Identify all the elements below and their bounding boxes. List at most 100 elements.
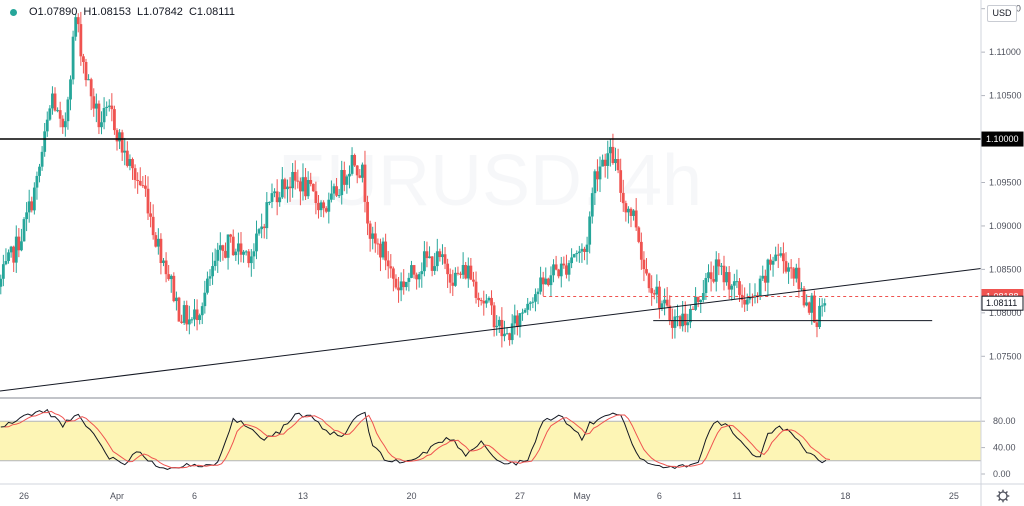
legend-low: L1.07842 [137,6,183,18]
time-tick-label: 6 [657,491,662,501]
candle-body [113,109,116,131]
candle-body [761,275,765,279]
candle-body [260,226,264,230]
candle-body [567,263,571,275]
candle-body [420,271,424,275]
candle-body [490,297,493,306]
candle-body [332,186,336,194]
candle-body [329,193,333,200]
candle-body [815,322,819,328]
time-tick-label: 13 [298,491,308,501]
candle-body [673,316,677,328]
candle-body [9,246,13,253]
candle-body [588,216,592,245]
osc-tick-label: 80.00 [993,416,1016,426]
candle-body [71,36,75,80]
candle-body [503,333,506,337]
candle-body [717,259,721,267]
candle-body [681,313,685,327]
candle-body [141,185,145,187]
candle-body [748,296,752,300]
trendline [0,268,982,392]
candle-body [22,219,26,242]
candle-body [590,193,594,217]
current-price-tag: 1.08111 [986,298,1017,308]
candle-body [397,287,400,291]
candle-body [505,333,509,335]
currency-button[interactable]: USD [987,5,1017,22]
candle-body [327,199,331,212]
candle-body [306,180,310,197]
candle-body [249,256,253,264]
price-tick-label: 1.08500 [989,264,1022,274]
candle-body [167,274,171,280]
price-tick-label: 1.11000 [989,47,1021,57]
candle-body [810,295,814,313]
candle-body [435,251,439,267]
settings-gear-icon[interactable] [996,489,1010,503]
candle-body [38,166,41,176]
candle-body [105,106,109,109]
candle-body [92,96,96,109]
candle-body [384,241,388,261]
time-tick-label: 6 [192,491,197,501]
candle-body [813,295,816,323]
candle-body [678,316,682,327]
candle-body [394,278,398,288]
candle-body [479,300,483,302]
candle-body [358,175,362,178]
candle-body [544,278,548,285]
candle-body [198,315,202,320]
candle-body [97,103,101,128]
candle-body [686,322,690,326]
candle-body [572,254,576,258]
candle-body [94,103,98,109]
candle-body [213,260,217,267]
candle-body [763,275,767,283]
candle-body [386,260,390,267]
candle-body [492,305,496,328]
candle-body [412,265,416,275]
candle-body [694,296,697,310]
candle-body [732,281,736,286]
candle-body [218,245,222,250]
candle-body [311,183,315,192]
candle-body [115,130,119,142]
time-tick-label: Apr [110,491,124,501]
candle-body [175,297,178,302]
candle-body [268,201,271,203]
candle-body [818,305,821,328]
candle-body [689,308,692,323]
candle-body [20,241,23,251]
candle-body [469,265,473,280]
candle-body [518,313,522,328]
gear-tooth [1005,491,1008,494]
candle-body [709,272,713,280]
candle-body [658,286,661,309]
legend-close: C1.08111 [188,6,236,18]
candle-body [389,266,393,269]
price-tick-label: 1.09500 [989,177,1022,187]
osc-tick-label: 0.00 [993,469,1011,479]
candle-body [637,227,641,242]
candle-body [43,131,47,152]
candle-body [61,118,65,128]
candle-body [348,173,351,177]
candle-body [410,265,413,278]
candle-body [583,248,586,252]
candle-body [484,300,488,304]
candle-body [704,278,708,294]
candle-body [247,251,251,264]
candle-body [521,312,524,314]
candle-body [634,210,638,228]
candle-body [4,261,8,265]
candle-body [309,180,313,184]
candle-body [624,203,628,213]
candle-body [180,321,183,323]
candle-body [27,201,31,213]
candle-body [0,278,3,287]
candle-body [438,251,442,258]
candle-body [335,186,338,196]
candle-body [451,282,455,286]
